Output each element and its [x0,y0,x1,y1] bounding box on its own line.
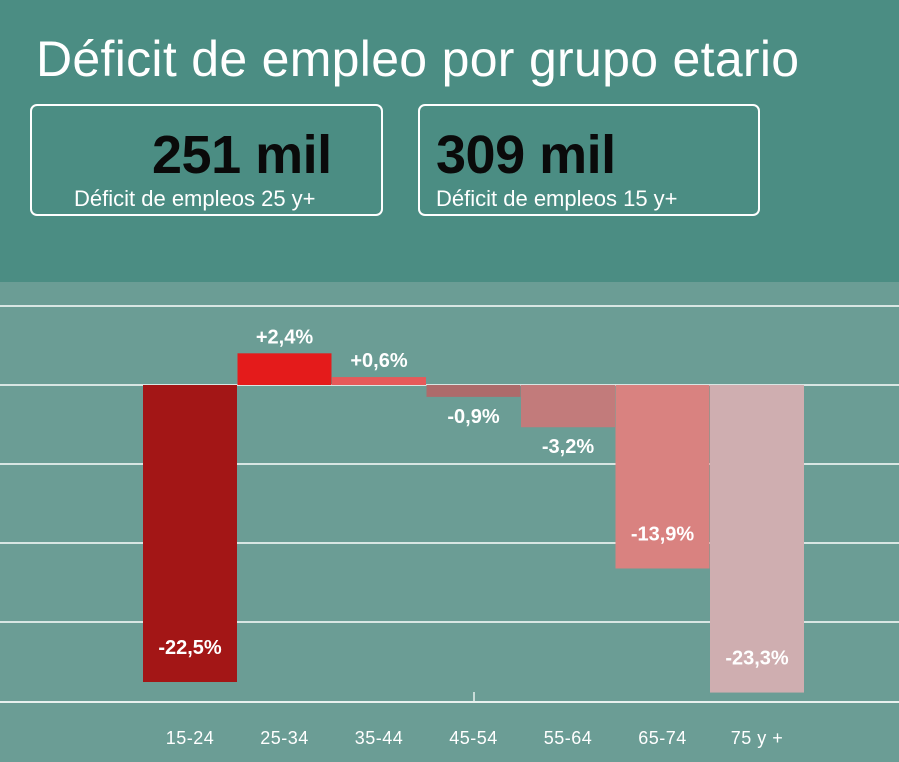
x-tick-label: 45-54 [449,728,498,748]
bar-value-label: +2,4% [256,326,313,348]
bar-value-label: -22,5% [158,637,222,659]
kpi-value: 251 mil [152,125,332,185]
bar [332,377,426,385]
x-tick-label: 65-74 [638,728,687,748]
bar [237,353,332,385]
bar [710,385,804,693]
bar-chart: -22,5% +2,4% +0,6% -0,9% -3,2% -13,9% -23,3% 1… [0,305,899,748]
x-tick-label: 25-34 [260,728,309,748]
bar-value-label: +0,6% [350,350,407,372]
data-labels: -22,5% +2,4% +0,6% -0,9% -3,2% -13,9% -23,3% [158,326,789,669]
bar [521,385,615,428]
x-tick-label: 35-44 [355,728,404,748]
x-tick-label: 15-24 [166,728,215,748]
bar [143,385,237,682]
bar-value-label: -0,9% [447,406,499,428]
kpi-card-15plus: 309 mil Déficit de empleos 15 y+ [418,104,760,216]
bar-value-label: -3,2% [542,436,594,458]
kpi-card-25plus: 251 mil Déficit de empleos 25 y+ [30,104,383,216]
bar [615,385,710,569]
page-title: Déficit de empleo por grupo etario [36,31,800,87]
kpi-label: Déficit de empleos 25 y+ [74,186,316,211]
x-tick-labels: 15-24 25-34 35-44 45-54 55-64 65-74 75 y + [166,728,784,748]
bar [426,385,521,397]
kpi-label: Déficit de empleos 15 y+ [436,186,678,211]
kpi-value: 309 mil [436,125,616,185]
bar-value-label: -13,9% [631,523,695,545]
chart-panel: -22,5% +2,4% +0,6% -0,9% -3,2% -13,9% -23,3% 1… [0,282,899,762]
x-tick-label: 55-64 [544,728,593,748]
bar-value-label: -23,3% [725,648,789,670]
x-tick-label: 75 y + [731,728,784,748]
bars [143,353,804,693]
header: Déficit de empleo por grupo etario 251 m… [0,0,899,282]
